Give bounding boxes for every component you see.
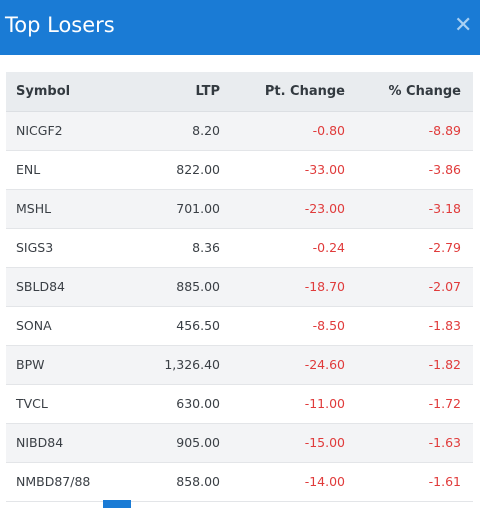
cell-symbol: SONA xyxy=(16,318,52,333)
cell-pct-change: -1.72 xyxy=(428,396,461,411)
table-row[interactable]: MSHL 701.00 -23.00 -3.18 xyxy=(6,189,473,228)
cell-pt-change: -33.00 xyxy=(304,162,345,177)
table-row[interactable]: ENL 822.00 -33.00 -3.86 xyxy=(6,150,473,189)
cell-pt-change: -0.80 xyxy=(312,123,345,138)
cell-symbol: BPW xyxy=(16,357,45,372)
cell-pct-change: -2.07 xyxy=(428,279,461,294)
page-button-active[interactable] xyxy=(103,500,131,508)
cell-pt-change: -14.00 xyxy=(304,474,345,489)
close-icon[interactable]: ✕ xyxy=(454,13,473,38)
column-header-pt-change[interactable]: Pt. Change xyxy=(220,72,345,112)
modal-header: Top Losers ✕ xyxy=(0,0,480,55)
cell-pt-change: -18.70 xyxy=(304,279,345,294)
cell-ltp: 8.36 xyxy=(192,240,220,255)
table-row[interactable]: NMBD87/88 858.00 -14.00 -1.61 xyxy=(6,462,473,501)
cell-pct-change: -3.18 xyxy=(428,201,461,216)
cell-symbol: ENL xyxy=(16,162,41,177)
table-row[interactable]: SBLD84 885.00 -18.70 -2.07 xyxy=(6,267,473,306)
cell-ltp: 8.20 xyxy=(192,123,220,138)
cell-pct-change: -2.79 xyxy=(428,240,461,255)
cell-pct-change: -1.63 xyxy=(428,435,461,450)
table-row[interactable]: BPW 1,326.40 -24.60 -1.82 xyxy=(6,345,473,384)
column-header-ltp[interactable]: LTP xyxy=(126,72,220,112)
cell-ltp: 858.00 xyxy=(176,474,220,489)
table-row[interactable]: TVCL 630.00 -11.00 -1.72 xyxy=(6,384,473,423)
cell-ltp: 822.00 xyxy=(176,162,220,177)
table-header-row: Symbol LTP Pt. Change % Change xyxy=(6,72,473,112)
table-row[interactable]: NICGF2 8.20 -0.80 -8.89 xyxy=(6,111,473,150)
modal-title: Top Losers xyxy=(5,13,115,37)
cell-symbol: MSHL xyxy=(16,201,52,216)
cell-symbol: NIBD84 xyxy=(16,435,64,450)
table-row[interactable]: SIGS3 8.36 -0.24 -2.79 xyxy=(6,228,473,267)
cell-symbol: SBLD84 xyxy=(16,279,66,294)
cell-pt-change: -8.50 xyxy=(312,318,345,333)
cell-pt-change: -15.00 xyxy=(304,435,345,450)
cell-symbol: NMBD87/88 xyxy=(16,474,91,489)
cell-symbol: TVCL xyxy=(16,396,48,411)
losers-table: Symbol LTP Pt. Change % Change NICGF2 8.2… xyxy=(6,72,473,502)
cell-pt-change: -11.00 xyxy=(304,396,345,411)
cell-pt-change: -0.24 xyxy=(312,240,345,255)
cell-symbol: SIGS3 xyxy=(16,240,54,255)
cell-symbol: NICGF2 xyxy=(16,123,63,138)
cell-pt-change: -24.60 xyxy=(304,357,345,372)
cell-pct-change: -1.83 xyxy=(428,318,461,333)
cell-pct-change: -3.86 xyxy=(428,162,461,177)
cell-pct-change: -8.89 xyxy=(428,123,461,138)
cell-pct-change: -1.61 xyxy=(428,474,461,489)
cell-ltp: 701.00 xyxy=(176,201,220,216)
cell-ltp: 905.00 xyxy=(176,435,220,450)
table-row[interactable]: NIBD84 905.00 -15.00 -1.63 xyxy=(6,423,473,462)
cell-ltp: 456.50 xyxy=(176,318,220,333)
losers-table-container: Symbol LTP Pt. Change % Change NICGF2 8.2… xyxy=(6,72,473,502)
cell-pct-change: -1.82 xyxy=(428,357,461,372)
cell-ltp: 1,326.40 xyxy=(164,357,220,372)
cell-pt-change: -23.00 xyxy=(304,201,345,216)
table-row[interactable]: SONA 456.50 -8.50 -1.83 xyxy=(6,306,473,345)
column-header-pct-change[interactable]: % Change xyxy=(345,72,473,112)
column-header-symbol[interactable]: Symbol xyxy=(6,72,126,112)
cell-ltp: 630.00 xyxy=(176,396,220,411)
cell-ltp: 885.00 xyxy=(176,279,220,294)
